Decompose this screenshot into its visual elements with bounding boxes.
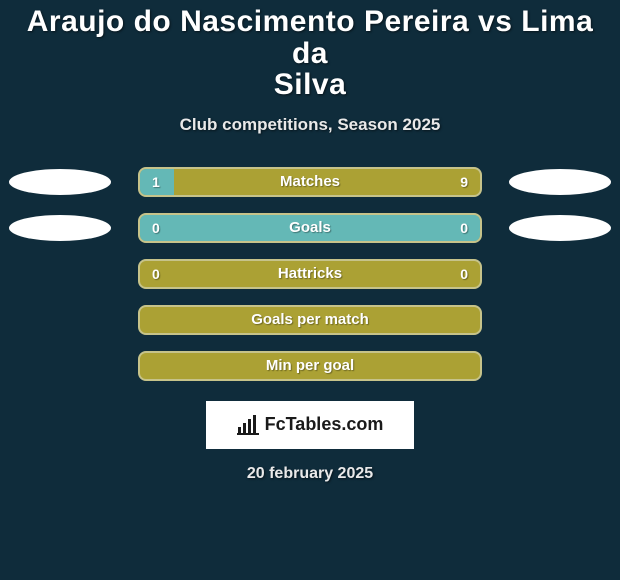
stat-bar: Hattricks0 0 bbox=[138, 259, 482, 289]
player-pill-right bbox=[509, 169, 611, 195]
stat-bar: Matches1 9 bbox=[138, 167, 482, 197]
stat-label: Min per goal bbox=[140, 357, 480, 374]
title-line-1: Araujo do Nascimento Pereira vs Lima da bbox=[27, 5, 594, 70]
stat-bar-track: Hattricks0 0 bbox=[138, 259, 482, 289]
stat-bar: Goals per match bbox=[138, 305, 482, 335]
stat-row: Hattricks0 0 bbox=[0, 259, 620, 289]
stat-label: Goals per match bbox=[140, 311, 480, 328]
stat-value-right: 0 bbox=[460, 266, 468, 282]
stat-row: Goals per match bbox=[0, 305, 620, 335]
stat-bar: Min per goal bbox=[138, 351, 482, 381]
stat-value-right: 9 bbox=[460, 174, 468, 190]
barchart-icon bbox=[237, 415, 259, 435]
stat-value-left: 0 bbox=[152, 220, 160, 236]
stat-bar: Goals00 bbox=[138, 213, 482, 243]
footer-date: 20 february 2025 bbox=[0, 465, 620, 483]
stat-value-left: 0 bbox=[152, 266, 160, 282]
stat-label: Matches bbox=[140, 173, 480, 190]
player-pill-left bbox=[9, 215, 111, 241]
stat-bar-track: Matches1 9 bbox=[138, 167, 482, 197]
subtitle: Club competitions, Season 2025 bbox=[0, 115, 620, 135]
stat-row: Matches1 9 bbox=[0, 167, 620, 197]
title-line-2: Silva bbox=[274, 68, 347, 101]
player-pill-right bbox=[509, 215, 611, 241]
stat-rows: Matches19Goals00Hattricks00Goals per mat… bbox=[0, 167, 620, 381]
page-title: Araujo do Nascimento Pereira vs Lima da … bbox=[0, 0, 620, 101]
stat-label: Hattricks bbox=[140, 265, 480, 282]
stat-row: Goals00 bbox=[0, 213, 620, 243]
stat-bar-track: Goals per match bbox=[138, 305, 482, 335]
stat-row: Min per goal bbox=[0, 351, 620, 381]
player-pill-left bbox=[9, 169, 111, 195]
stat-bar-fill bbox=[140, 215, 480, 241]
stat-bar-track: Min per goal bbox=[138, 351, 482, 381]
footer-badge-text: FcTables.com bbox=[265, 414, 384, 435]
comparison-card: Araujo do Nascimento Pereira vs Lima da … bbox=[0, 0, 620, 580]
stat-value-right: 0 bbox=[460, 220, 468, 236]
stat-bar-track: Goals00 bbox=[138, 213, 482, 243]
footer-badge[interactable]: FcTables.com bbox=[204, 399, 416, 451]
stat-value-left: 1 bbox=[152, 174, 160, 190]
